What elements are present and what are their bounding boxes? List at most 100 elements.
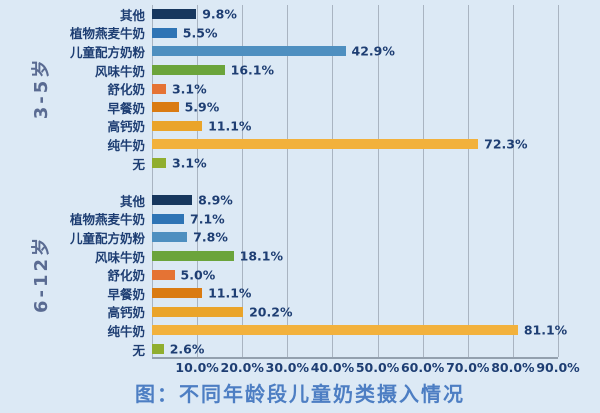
bar-group-3-5: 其他 9.8% 植物燕麦牛奶 5.5% 儿童配方奶粉 42.9% 风味牛奶 16.1% 舒化奶 3… <box>0 5 558 172</box>
gridline <box>558 5 559 357</box>
category-label: 早餐奶 <box>107 100 145 116</box>
bar <box>152 102 179 113</box>
bar-track: 3.1% <box>152 79 558 98</box>
bar <box>152 344 164 355</box>
category-label: 植物燕麦牛奶 <box>69 212 145 228</box>
bar <box>152 288 203 299</box>
value-label: 11.1% <box>208 118 252 134</box>
category-label: 纯牛奶 <box>107 323 145 339</box>
bar-track: 72.3% <box>152 135 558 154</box>
gridline <box>152 5 153 357</box>
category-label: 舒化奶 <box>107 82 145 98</box>
value-label: 7.1% <box>190 211 225 227</box>
gridline <box>332 5 334 357</box>
bar <box>152 83 166 94</box>
x-tick-label: 80.0% <box>491 360 535 375</box>
category-label: 其他 <box>119 7 145 23</box>
category-label: 植物燕麦牛奶 <box>69 26 145 42</box>
bar-track: 42.9% <box>152 42 558 61</box>
value-label: 5.9% <box>184 99 220 115</box>
value-label: 18.1% <box>239 248 284 264</box>
gridline <box>377 5 379 357</box>
value-label: 42.9% <box>351 43 395 59</box>
gridline <box>242 5 244 357</box>
bar-track: 11.1% <box>152 117 558 136</box>
value-label: 3.1% <box>171 81 207 97</box>
bar-row: 高钙奶 20.2% <box>0 303 558 322</box>
value-label: 5.0% <box>180 267 216 283</box>
bar <box>152 46 346 57</box>
bar <box>152 251 234 262</box>
category-label: 风味牛奶 <box>94 249 145 265</box>
bar-track: 5.9% <box>152 98 558 117</box>
bar-row: 儿童配方奶粉 42.9% <box>0 42 558 61</box>
bar <box>152 195 193 206</box>
category-label: 早餐奶 <box>107 286 145 302</box>
bar-row: 无 2.6% <box>0 340 558 359</box>
bar-row: 无 3.1% <box>0 154 558 173</box>
bar-row: 植物燕麦牛奶 7.1% <box>0 210 558 229</box>
bar-row: 风味牛奶 18.1% <box>0 247 558 266</box>
bar-track: 11.1% <box>152 284 558 303</box>
value-label: 16.1% <box>230 62 274 78</box>
category-label: 无 <box>132 156 145 172</box>
bar-row: 早餐奶 5.9% <box>0 98 558 117</box>
bar-row: 风味牛奶 16.1% <box>0 61 558 80</box>
bar-track: 20.2% <box>152 303 558 322</box>
bar-row: 早餐奶 11.1% <box>0 284 558 303</box>
category-label: 其他 <box>119 193 145 209</box>
bar-track: 7.8% <box>152 228 558 247</box>
x-tick-label: 30.0% <box>265 360 310 375</box>
category-label: 无 <box>132 342 145 358</box>
category-label: 风味牛奶 <box>94 63 145 79</box>
bar <box>152 306 244 317</box>
bar-track: 2.6% <box>152 340 558 359</box>
bar-row: 纯牛奶 72.3% <box>0 135 558 154</box>
bar <box>152 158 166 169</box>
bar-track: 7.1% <box>152 210 558 229</box>
bar <box>152 9 197 20</box>
category-label: 舒化奶 <box>107 268 145 284</box>
x-tick-label: 20.0% <box>220 360 264 375</box>
gridline <box>197 5 199 357</box>
chart-caption: 图：不同年龄段儿童奶类摄入情况 <box>135 382 465 406</box>
category-label: 儿童配方奶粉 <box>69 44 145 60</box>
gridline <box>287 5 289 357</box>
bar-row: 舒化奶 5.0% <box>0 265 558 284</box>
category-label: 纯牛奶 <box>107 137 145 153</box>
bar-row: 纯牛奶 81.1% <box>0 321 567 340</box>
bar-track: 9.8% <box>152 5 558 24</box>
bar-row: 其他 8.9% <box>0 191 558 210</box>
category-label: 儿童配方奶粉 <box>69 230 145 246</box>
plot-area <box>152 5 559 359</box>
bar <box>152 232 188 243</box>
value-label: 9.8% <box>202 6 237 22</box>
x-tick-label: 50.0% <box>355 360 400 375</box>
bar-row: 植物燕麦牛奶 5.5% <box>0 24 558 43</box>
x-tick-label: 90.0% <box>536 360 580 375</box>
bar <box>152 269 175 280</box>
value-label: 3.1% <box>171 155 207 171</box>
value-label: 20.2% <box>249 304 293 320</box>
bar-track: 3.1% <box>152 154 558 173</box>
bar-track: 81.1% <box>152 321 567 340</box>
value-label: 81.1% <box>523 322 568 338</box>
value-label: 72.3% <box>484 136 528 152</box>
bar-group-6-12: 其他 8.9% 植物燕麦牛奶 7.1% 儿童配方奶粉 7.8% 风味牛奶 18.1% 舒化奶 5.… <box>0 191 567 359</box>
bar <box>152 27 177 38</box>
value-label: 11.1% <box>208 285 252 301</box>
bar <box>152 213 185 224</box>
x-tick-label: 40.0% <box>310 360 355 375</box>
category-label: 高钙奶 <box>107 119 145 135</box>
x-tick-label: 70.0% <box>446 360 490 375</box>
value-label: 5.5% <box>182 25 218 41</box>
bar-track: 5.0% <box>152 265 558 284</box>
value-label: 8.9% <box>198 192 233 208</box>
bar-track: 18.1% <box>152 247 558 266</box>
bar-row: 高钙奶 11.1% <box>0 117 558 136</box>
x-tick-label: 60.0% <box>400 360 445 375</box>
bar-track: 8.9% <box>152 191 558 210</box>
gridline <box>512 5 514 357</box>
bar-track: 16.1% <box>152 61 558 80</box>
